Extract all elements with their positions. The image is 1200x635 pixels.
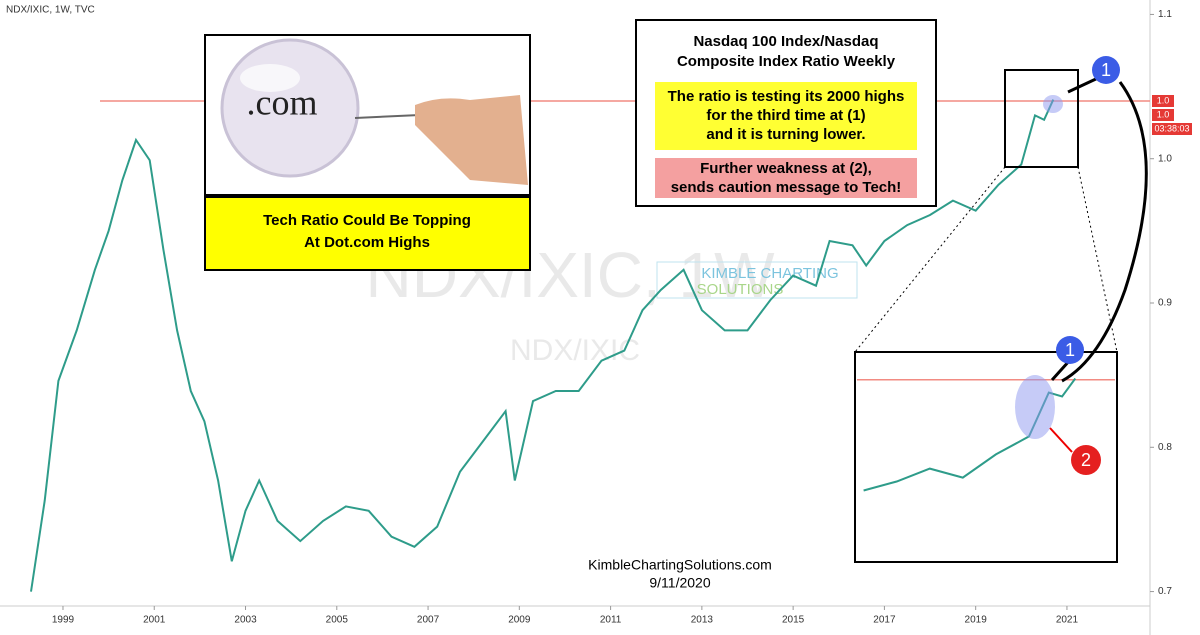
callout-yellow [655, 82, 917, 150]
logo-text: SOLUTIONS [697, 281, 784, 298]
marker [1056, 336, 1084, 364]
arrow [1067, 76, 1099, 94]
x-tick-label: 2015 [782, 615, 805, 626]
logo-text: KIMBLE CHARTING [701, 265, 838, 282]
x-tick-label: 2003 [234, 615, 257, 626]
caption-box [204, 196, 531, 271]
arrow [1049, 427, 1073, 453]
marker-label: 1 [1101, 60, 1111, 80]
y-tick-label: 1.1 [1158, 9, 1172, 20]
x-tick-label: 2007 [417, 615, 440, 626]
header: NDX/IXIC, 1W, TVC [6, 5, 95, 16]
x-tick-label: 2019 [965, 615, 988, 626]
x-tick-label: 2005 [326, 615, 349, 626]
bubble-text: .com [247, 82, 318, 122]
footer: 9/11/2020 [649, 575, 710, 591]
callout-text: sends caution message to Tech! [671, 179, 902, 196]
bubble-shine [240, 64, 300, 92]
callout-text: and it is turning lower. [706, 126, 865, 143]
zoom-box [1004, 69, 1079, 168]
x-tick-label: 2001 [143, 615, 166, 626]
x-tick-label: 1999 [52, 615, 75, 626]
y-tick-label: 0.9 [1158, 298, 1172, 309]
highlight [1015, 375, 1055, 439]
price-label: 1.0 [1157, 95, 1170, 105]
series-line [863, 377, 1077, 492]
y-tick-label: 0.8 [1158, 442, 1172, 453]
callout-title: Nasdaq 100 Index/Nasdaq [693, 33, 878, 50]
x-tick-label: 2013 [691, 615, 714, 626]
footer: KimbleChartingSolutions.com [588, 557, 772, 573]
x-tick-label: 2021 [1056, 615, 1079, 626]
price-label-box [1152, 95, 1174, 107]
caption-text: Tech Ratio Could Be Topping [263, 212, 471, 229]
logo-box [656, 261, 858, 299]
watermark-small: NDX/IXIC [510, 334, 640, 367]
y-tick-label: 0.7 [1158, 586, 1172, 597]
callout-text: Further weakness at (2), [700, 160, 872, 177]
price-label-box [1152, 123, 1192, 135]
callout-text: The ratio is testing its 2000 highs [668, 88, 905, 105]
price-label-box [1152, 109, 1174, 121]
price-label: 1.0 [1157, 109, 1170, 119]
callout-title: Composite Index Ratio Weekly [677, 53, 896, 70]
marker-label: 2 [1081, 450, 1091, 470]
arrow [1061, 81, 1148, 383]
price-label: 03:38:03 [1154, 123, 1189, 133]
marker [1092, 56, 1120, 84]
callout-pink [655, 158, 917, 198]
x-tick-label: 2017 [873, 615, 896, 626]
x-tick-label: 2009 [508, 615, 531, 626]
marker-label: 1 [1065, 340, 1075, 360]
highlight [1043, 95, 1063, 113]
series-line [30, 99, 1055, 592]
marker [1071, 445, 1101, 475]
pin [354, 114, 421, 119]
zoom-line [1077, 166, 1118, 353]
x-tick-label: 2011 [600, 615, 622, 626]
hand [415, 95, 528, 185]
caption-text: At Dot.com Highs [304, 234, 430, 251]
y-tick-label: 1.0 [1158, 153, 1172, 164]
callout-text: for the third time at (1) [706, 107, 865, 124]
